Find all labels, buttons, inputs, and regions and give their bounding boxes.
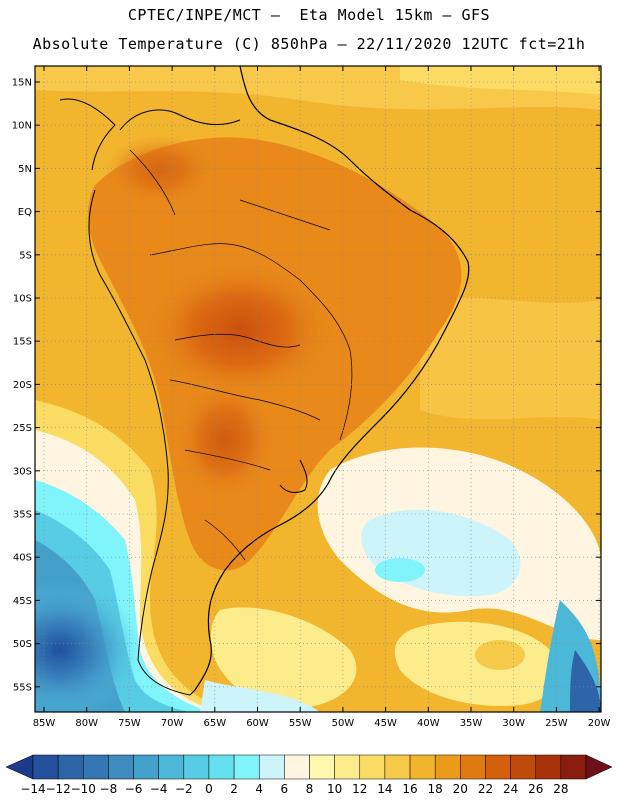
colorbar-label: 6 <box>281 782 289 796</box>
colorbar-label: 14 <box>377 782 392 796</box>
colorbar-swatch <box>309 754 335 780</box>
lon-label: 85W <box>33 718 56 729</box>
colorbar-swatch <box>535 754 562 780</box>
chart-title: CPTEC/INPE/MCT – Eta Model 15km – GFS <box>127 6 491 24</box>
colorbar-label: 18 <box>428 782 443 796</box>
colorbar: −14 −12 −10 −8 −6 −4 −2 0 2 4 6 8 10 12 14 16 18 20 22 24 26… <box>5 754 613 796</box>
colorbar-swatch <box>158 754 185 780</box>
lat-label: 15S <box>13 337 32 348</box>
coastlines <box>59 65 470 696</box>
lat-label: 40S <box>13 553 32 564</box>
lon-label: 40W <box>417 718 440 729</box>
lat-label: 35S <box>13 510 32 521</box>
colorbar-swatch <box>32 754 59 780</box>
colorbar-label: −4 <box>150 782 168 796</box>
lat-label: 30S <box>13 466 32 477</box>
colorbar-swatch <box>485 754 511 780</box>
colorbar-swatch <box>409 754 436 780</box>
colorbar-label: −14 <box>20 782 45 796</box>
lat-label: 10N <box>12 121 32 132</box>
colorbar-label: 2 <box>230 782 238 796</box>
colorbar-swatch <box>359 754 386 780</box>
lat-label: 20S <box>13 380 32 391</box>
colorbar-swatch <box>57 754 84 780</box>
lat-label: EQ <box>18 207 32 218</box>
colorbar-swatch <box>384 754 411 780</box>
lon-label: 20W <box>588 718 611 729</box>
chart-subtitle: Absolute Temperature (C) 850hPa – 22/11/… <box>32 35 586 53</box>
colorbar-label: −12 <box>45 782 70 796</box>
country-borders <box>129 149 353 561</box>
lon-label: 35W <box>460 718 483 729</box>
colorbar-swatch <box>133 754 159 780</box>
lat-label: 5N <box>18 164 32 175</box>
lon-label: 55W <box>289 718 312 729</box>
lat-label: 5S <box>19 250 32 261</box>
lon-label: 75W <box>118 718 141 729</box>
colorbar-label: 22 <box>478 782 493 796</box>
lon-label: 45W <box>374 718 397 729</box>
colorbar-label: 10 <box>327 782 342 796</box>
colorbar-label: 20 <box>453 782 468 796</box>
lon-label: 50W <box>332 718 355 729</box>
temperature-field <box>35 66 601 712</box>
colorbar-swatch <box>284 754 310 780</box>
colorbar-label: 8 <box>306 782 314 796</box>
lat-label: 10S <box>13 294 32 305</box>
colorbar-label: 26 <box>528 782 543 796</box>
colorbar-label: 28 <box>553 782 568 796</box>
colorbar-swatch <box>560 754 587 780</box>
longitude-axis: 85W 80W 75W 70W 65W 60W 55W 50W 45W 40W 35W 30W 25W 2… <box>33 66 611 729</box>
lon-label: 70W <box>161 718 184 729</box>
lat-label: 55S <box>13 682 32 693</box>
colorbar-swatch <box>510 754 536 780</box>
colorbar-label: 4 <box>255 782 263 796</box>
plot-frame <box>34 65 602 713</box>
lat-label: 50S <box>13 639 32 650</box>
lon-label: 65W <box>203 718 226 729</box>
colorbar-label: −2 <box>175 782 193 796</box>
colorbar-label: 0 <box>205 782 213 796</box>
lat-label: 25S <box>13 423 32 434</box>
lat-label: 15N <box>12 78 32 89</box>
colorbar-swatch <box>258 754 285 780</box>
colorbar-label: −6 <box>125 782 143 796</box>
colorbar-label: −8 <box>100 782 118 796</box>
colorbar-max-arrow <box>585 754 613 780</box>
colorbar-label: 12 <box>352 782 367 796</box>
colorbar-swatch <box>460 754 486 780</box>
colorbar-label: 16 <box>402 782 417 796</box>
colorbar-swatch <box>434 754 461 780</box>
lon-label: 25W <box>545 718 568 729</box>
lon-label: 60W <box>246 718 269 729</box>
lat-label: 45S <box>13 596 32 607</box>
colorbar-swatch <box>108 754 134 780</box>
lon-label: 30W <box>502 718 525 729</box>
colorbar-label: 24 <box>503 782 518 796</box>
colorbar-min-arrow <box>5 754 34 780</box>
lon-label: 80W <box>75 718 98 729</box>
latitude-axis: 15N 10N 5N EQ 5S 10S 15S 20S 25S 30S 35S 40S 45S 50S 5… <box>12 78 601 693</box>
colorbar-swatch <box>83 754 109 780</box>
colorbar-swatch <box>183 754 210 780</box>
colorbar-swatch <box>334 754 361 780</box>
colorbar-swatch <box>233 754 260 780</box>
colorbar-label: −10 <box>71 782 96 796</box>
colorbar-swatch <box>208 754 235 780</box>
